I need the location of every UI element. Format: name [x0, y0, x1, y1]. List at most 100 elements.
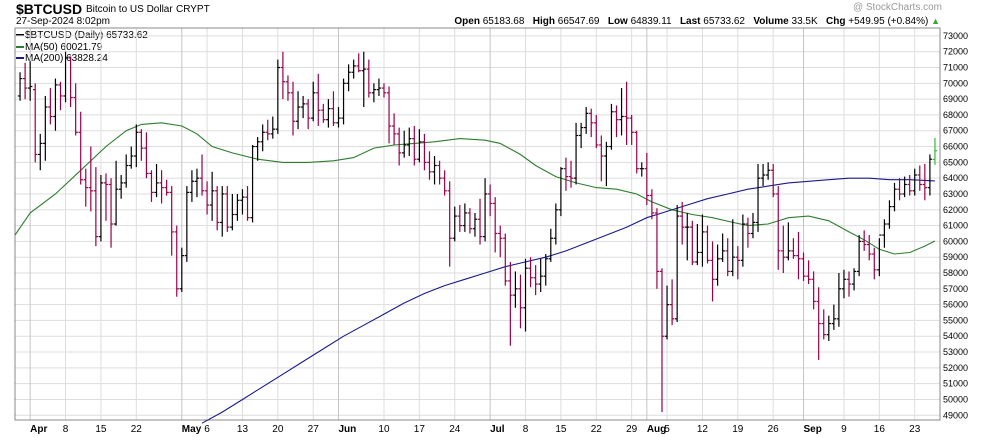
ohlc-bar	[78, 111, 83, 185]
ohlc-bar	[396, 127, 402, 166]
ohlc-bar	[356, 53, 361, 73]
ohlc-bar	[462, 203, 468, 232]
ohlc-bar	[750, 212, 756, 239]
ohlc-bar	[300, 95, 306, 119]
ohlc-bar	[806, 260, 811, 285]
x-tick-label: 22	[131, 424, 143, 435]
ohlc-bar	[932, 137, 938, 165]
ohlc-bar	[841, 269, 847, 299]
ohlc-bar	[467, 208, 473, 234]
last-value: 65733.62	[703, 16, 745, 27]
ohlc-bar	[139, 129, 144, 161]
ohlc-bar	[897, 178, 902, 201]
x-tick-label: 8	[523, 424, 529, 435]
chart-exchange: CRYPT	[176, 4, 210, 15]
volume-label: Volume	[753, 16, 789, 27]
ohlc-bar	[710, 241, 715, 302]
ohlc-bar	[124, 154, 129, 188]
ohlc-bar	[427, 151, 432, 180]
ohlc-bar	[63, 51, 68, 103]
ohlc-bar	[326, 99, 331, 128]
ohlc-bar	[811, 271, 816, 310]
volume-value: 33.5K	[791, 16, 818, 27]
ohlc-bar	[144, 132, 149, 179]
ohlc-bar	[826, 315, 831, 341]
chart-datetime: 27-Sep-2024 8:02pm	[16, 16, 110, 27]
ohlc-bar	[447, 181, 452, 267]
y-tick-label: 70000	[943, 78, 968, 88]
ohlc-bar	[907, 175, 912, 196]
high-label: High	[532, 16, 555, 27]
ohlc-bar	[629, 114, 634, 145]
ohlc-bar	[720, 233, 725, 262]
x-tick-label: 6	[204, 424, 210, 435]
x-tick-label: 15	[555, 424, 567, 435]
x-tick-label: Jul	[490, 424, 505, 435]
ohlc-bar	[867, 235, 872, 261]
x-tick-label: 15	[95, 424, 107, 435]
ohlc-bar	[659, 268, 665, 413]
ohlc-bar	[311, 81, 316, 122]
ohlc-bar	[548, 228, 553, 262]
low-label: Low	[607, 16, 628, 27]
x-tick-label: Sep	[804, 424, 822, 435]
ohlc-bar	[755, 163, 761, 232]
ohlc-bar	[381, 83, 387, 98]
ohlc-bar	[887, 200, 892, 229]
low-value: 64839.11	[630, 16, 672, 27]
ohlc-bar	[680, 201, 685, 245]
ohlc-bar	[594, 114, 599, 149]
ohlc-bar	[98, 175, 104, 242]
ohlc-bar	[543, 254, 548, 286]
y-tick-label: 58000	[943, 268, 968, 278]
ohlc-bar	[831, 304, 837, 330]
ohlc-bar	[179, 247, 185, 292]
ohlc-bar	[477, 198, 483, 245]
ohlc-bar	[892, 182, 897, 212]
y-tick-label: 71000	[943, 63, 968, 73]
x-tick-label: 20	[272, 424, 284, 435]
ohlc-bar	[700, 214, 705, 267]
last-label: Last	[679, 16, 701, 27]
y-tick-label: 69000	[943, 94, 968, 104]
ohlc-bar	[290, 81, 296, 136]
ohlc-bar	[48, 88, 53, 125]
ohlc-bar	[68, 56, 73, 108]
ohlc-bar	[482, 178, 488, 242]
x-tick-label: 27	[308, 424, 320, 435]
ohlc-bar	[386, 86, 392, 144]
ohlc-bar	[877, 234, 882, 277]
ohlc-summary: Open 65183.68 High 66547.69 Low 64839.11…	[454, 16, 940, 27]
ohlc-bar	[199, 154, 205, 196]
ohlc-bar	[649, 189, 655, 220]
ohlc-bar	[422, 133, 427, 171]
y-tick-label: 65000	[943, 157, 968, 167]
x-tick-label: 13	[237, 424, 249, 435]
x-tick-label: 17	[414, 424, 426, 435]
ohlc-bar	[492, 197, 498, 253]
y-tick-label: 52000	[943, 363, 968, 373]
ohlc-bar	[846, 271, 852, 297]
plot-frame	[14, 27, 941, 421]
ohlc-bar	[614, 105, 619, 138]
ohlc-bar	[770, 163, 776, 198]
y-tick-label: 66000	[943, 142, 968, 152]
ohlc-bar	[508, 261, 513, 346]
x-tick-label: 19	[732, 424, 744, 435]
ohlc-bar	[861, 230, 867, 251]
x-tick-label: Aug	[647, 424, 666, 435]
ohlc-bar	[604, 141, 609, 187]
y-tick-label: 60000	[943, 236, 968, 246]
ohlc-bar	[690, 220, 695, 266]
ohlc-bar	[407, 127, 412, 157]
ohlc-bar	[351, 59, 356, 79]
y-tick-label: 50000	[943, 394, 968, 404]
chart-symbol: $BTCUSD	[16, 1, 83, 17]
ohlc-bar	[250, 144, 255, 223]
up-arrow-icon: ▲	[931, 16, 940, 26]
ohlc-bar	[245, 186, 250, 221]
ohlc-bar	[674, 205, 680, 322]
ohlc-bar	[371, 83, 377, 103]
ohlc-bar	[174, 225, 179, 297]
